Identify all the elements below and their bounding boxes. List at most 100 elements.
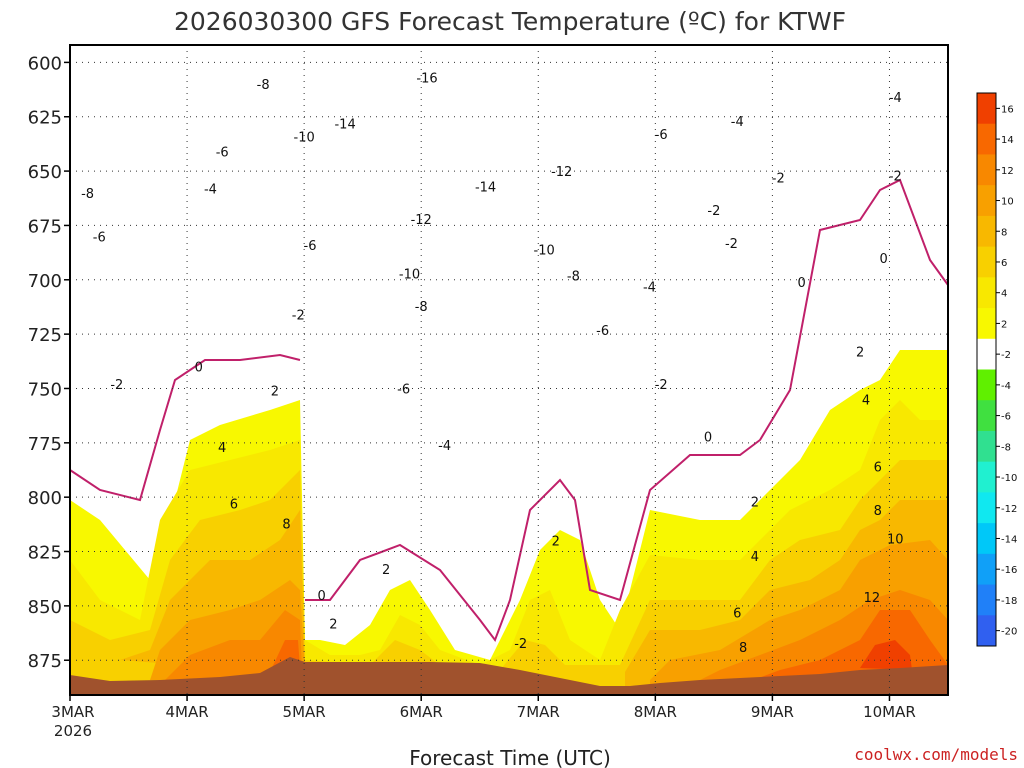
y-axis: 600 625 650 675 700 725 750 775 800 825 850 875	[28, 53, 70, 672]
contour-labels: -16 -14 -14 -12 -12 -10 -10 -10 -8 -8 -8 -8 -6 -6 -6 -6…	[81, 72, 904, 657]
contour-label: -14	[334, 117, 355, 132]
x-tick-label: 9MAR	[751, 703, 794, 721]
contour-label: -12	[411, 213, 432, 228]
contour-label: 0	[195, 361, 203, 376]
colorbar-swatch	[977, 615, 996, 647]
colorbar-swatch	[977, 338, 996, 370]
x-tick-label: 5MAR	[283, 703, 326, 721]
y-tick-label: 775	[28, 434, 62, 455]
contour-band-10	[165, 590, 948, 695]
colorbar-label: 14	[1001, 135, 1014, 146]
contour-band-11	[270, 610, 948, 695]
colorbar-frame	[976, 92, 997, 647]
contour-label: 2	[382, 563, 390, 578]
colorbar-swatch	[977, 400, 996, 432]
contour-label: -2	[889, 169, 902, 184]
contour-label: 0	[318, 589, 326, 604]
contour-label: -2	[110, 378, 123, 393]
contour-label: -16	[416, 72, 437, 87]
colorbar-label: -16	[1001, 565, 1017, 576]
contour-label: 2	[271, 385, 279, 400]
contour-band-9	[150, 540, 948, 695]
colorbar-swatch	[977, 492, 996, 524]
colorbar-swatch	[977, 93, 996, 125]
colorbar-swatch	[977, 553, 996, 586]
contour-label: 8	[874, 504, 882, 519]
y-tick-label: 600	[28, 53, 62, 74]
colorbar-swatch	[977, 215, 996, 248]
contour-label: 8	[739, 641, 747, 656]
contour-band-13	[70, 657, 948, 695]
contour-label: -4	[204, 182, 217, 197]
contour-label: -4	[731, 115, 744, 130]
colorbar-swatch	[977, 154, 996, 186]
contour-label: 4	[218, 441, 226, 456]
contour-label: -2	[725, 237, 738, 252]
contour-label: -6	[596, 324, 609, 339]
plot-area	[70, 45, 948, 695]
colorbar-label: 6	[1001, 258, 1007, 269]
credit-text: coolwx.com/models	[854, 745, 1018, 764]
colorbar-label: -8	[1001, 442, 1011, 453]
y-tick-label: 850	[28, 597, 62, 618]
contour-label: -8	[257, 78, 270, 93]
y-tick-label: 700	[28, 271, 62, 292]
colorbar-swatch	[977, 185, 996, 217]
colorbar-label: -20	[1001, 627, 1017, 638]
colorbar-label: -12	[1001, 504, 1017, 515]
x-axis-label: Forecast Time (UTC)	[409, 746, 611, 768]
y-tick-label: 800	[28, 488, 62, 509]
freezing-line	[305, 178, 948, 643]
colorbar-swatch	[977, 523, 996, 555]
contour-label: -8	[567, 269, 580, 284]
contour-label: -2	[772, 172, 785, 187]
contour-label: 4	[751, 550, 759, 565]
colorbar-swatch	[977, 584, 996, 616]
y-tick-label: 675	[28, 216, 62, 237]
contour-label: -2	[707, 204, 720, 219]
contour-label: 2	[329, 617, 337, 632]
colorbar-swatch	[977, 430, 996, 463]
colorbar-label: 8	[1001, 227, 1007, 238]
contour-label: -6	[397, 382, 410, 397]
contour-label: 0	[798, 276, 806, 291]
contour-label: -6	[93, 230, 106, 245]
y-tick-label: 875	[28, 651, 62, 672]
freezing-line	[70, 353, 301, 502]
contour-label: 2	[751, 496, 759, 511]
x-tick-label: 8MAR	[634, 703, 677, 721]
y-tick-label: 825	[28, 543, 62, 564]
contour-label: 4	[862, 393, 870, 408]
colorbar-label: -18	[1001, 596, 1017, 607]
contour-band-4	[70, 45, 948, 640]
colorbar-label: -10	[1001, 473, 1017, 484]
x-tick-label: 4MAR	[165, 703, 208, 721]
grid	[69, 45, 948, 695]
x-tick-label: 3MAR	[51, 703, 94, 721]
colorbar: 16 14 12 10 8 6 4 2 -2 -4 -6 -8 -10 -12 -14 -16 -18 -20	[976, 92, 1017, 647]
contour-label: -2	[514, 637, 527, 652]
colorbar-swatch	[977, 123, 996, 155]
colorbar-swatch	[977, 369, 996, 401]
contour-label: -10	[294, 130, 315, 145]
colorbar-label: 10	[1001, 197, 1014, 208]
contour-label: 12	[864, 591, 881, 606]
colorbar-label: 12	[1001, 166, 1014, 177]
x-axis: 3MAR 4MAR 5MAR 6MAR 7MAR 8MAR 9MAR 10MAR	[51, 695, 916, 721]
contour-label: 0	[704, 430, 712, 445]
contour-label: -12	[551, 165, 572, 180]
contour-label: -8	[81, 187, 94, 202]
y-tick-label: 750	[28, 379, 62, 400]
x-tick-label: 10MAR	[863, 703, 916, 721]
contour-label: 2	[552, 535, 560, 550]
colorbar-label: 2	[1001, 319, 1007, 330]
contour-label: -6	[655, 128, 668, 143]
contour-label: 10	[887, 532, 904, 547]
contour-label: -8	[415, 300, 428, 315]
x-tick-label: 7MAR	[517, 703, 560, 721]
y-tick-label: 625	[28, 108, 62, 129]
contour-label: -6	[304, 239, 317, 254]
colorbar-label: 4	[1001, 289, 1007, 300]
contour-label: -10	[534, 243, 555, 258]
